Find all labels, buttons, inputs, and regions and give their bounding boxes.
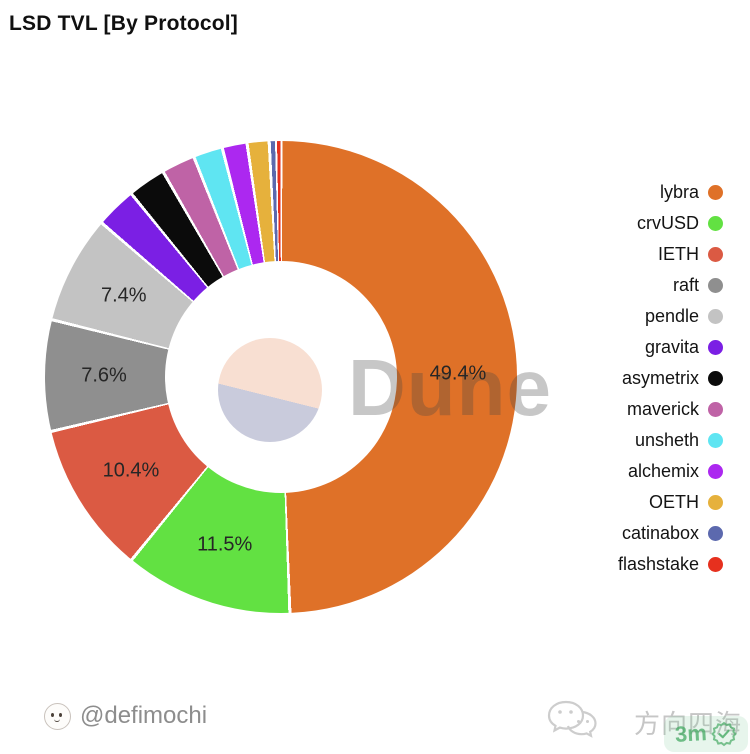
legend-item-crvUSD[interactable]: crvUSD — [637, 214, 723, 233]
avatar-eye — [59, 712, 62, 717]
wechat-bubbles-icon — [547, 700, 597, 738]
legend-color-dot — [708, 402, 723, 417]
avatar-mouth — [54, 719, 60, 722]
legend-label: OETH — [648, 492, 699, 512]
legend-item-maverick[interactable]: maverick — [627, 400, 723, 419]
legend-label: maverick — [626, 399, 699, 419]
legend-color-dot — [708, 340, 723, 355]
legend-label: gravita — [644, 337, 699, 357]
legend-color-dot — [708, 495, 723, 510]
legend-color-dot — [708, 278, 723, 293]
mochi-face-icon — [44, 702, 71, 730]
page-title: LSD TVL [By Protocol] — [9, 12, 238, 35]
legend-color-dot — [708, 464, 723, 479]
slice-label-raft: 7.6% — [81, 364, 127, 387]
legend-label: flashstake — [617, 554, 699, 574]
legend-color-dot — [708, 371, 723, 386]
legend-color-dot — [708, 526, 723, 541]
author-credit: @defimochi — [44, 702, 207, 730]
legend-item-pendle[interactable]: pendle — [645, 307, 723, 326]
time-badge: 3m — [664, 716, 748, 752]
legend-label: asymetrix — [621, 368, 699, 388]
verified-check-icon — [711, 721, 738, 747]
author-handle: @defimochi — [80, 702, 208, 729]
slice-label-IETH: 10.4% — [102, 459, 160, 482]
legend-item-flashstake[interactable]: flashstake — [618, 555, 723, 574]
legend-item-unsheth[interactable]: unsheth — [635, 431, 723, 450]
legend-color-dot — [708, 557, 723, 572]
legend-item-gravita[interactable]: gravita — [645, 338, 723, 357]
legend-label: unsheth — [634, 430, 699, 450]
legend-label: raft — [672, 275, 699, 295]
legend-item-OETH[interactable]: OETH — [649, 493, 723, 512]
legend-label: alchemix — [627, 461, 699, 481]
legend-label: lybra — [659, 182, 699, 202]
legend-label: IETH — [657, 244, 699, 264]
legend-color-dot — [708, 309, 723, 324]
legend-item-asymetrix[interactable]: asymetrix — [622, 369, 723, 388]
legend-label: crvUSD — [637, 213, 699, 233]
avatar-eye — [51, 712, 54, 717]
legend-item-alchemix[interactable]: alchemix — [628, 462, 723, 481]
legend-item-IETH[interactable]: IETH — [658, 245, 723, 264]
legend-label: pendle — [644, 306, 699, 326]
legend-item-catinabox[interactable]: catinabox — [622, 524, 723, 543]
legend-item-lybra[interactable]: lybra — [660, 183, 723, 202]
legend-color-dot — [708, 216, 723, 231]
slice-label-lybra: 49.4% — [429, 362, 487, 385]
slice-label-crvUSD: 11.5% — [197, 533, 253, 556]
badge-text: 3m — [673, 720, 707, 747]
dune-logo-icon — [218, 338, 322, 442]
legend-color-dot — [708, 247, 723, 262]
slice-label-pendle: 7.4% — [101, 284, 147, 307]
chart-legend: lybra crvUSD IETH raft pendle gravita asymetri… — [618, 183, 723, 574]
legend-label: catinabox — [621, 523, 699, 543]
legend-item-raft[interactable]: raft — [673, 276, 723, 295]
legend-color-dot — [708, 433, 723, 448]
dune-watermark-text: Dune — [348, 343, 552, 432]
legend-color-dot — [708, 185, 723, 200]
